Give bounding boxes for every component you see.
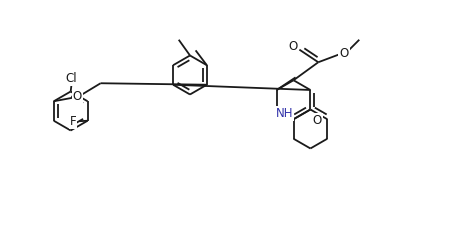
Text: O: O [73,90,82,103]
Text: O: O [339,47,348,60]
Text: Cl: Cl [65,72,77,85]
Text: F: F [70,115,76,128]
Text: NH: NH [275,107,292,120]
Text: O: O [312,114,321,127]
Text: O: O [287,40,297,53]
